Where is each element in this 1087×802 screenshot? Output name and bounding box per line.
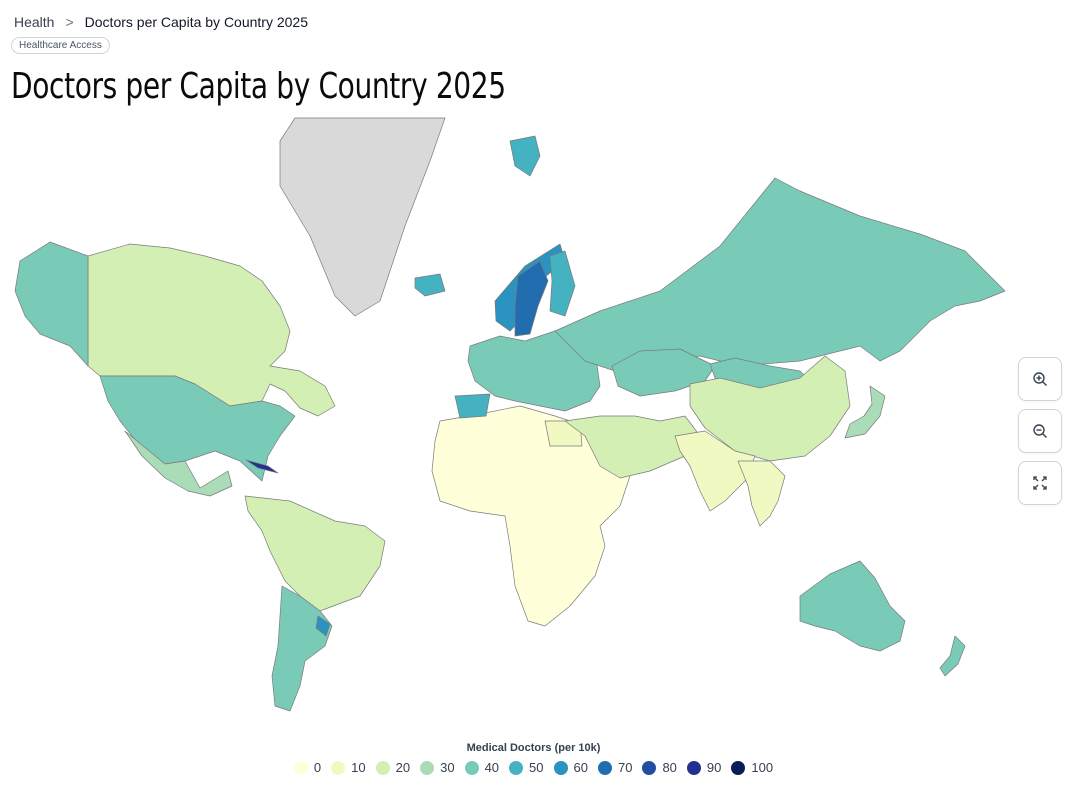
region-uruguay[interactable] [315,615,331,637]
zoom-out-icon [1033,424,1047,438]
legend-swatch [375,760,390,775]
legend-label: 20 [395,760,411,775]
region-new-zealand[interactable] [939,635,966,677]
legend-swatch [686,760,701,775]
breadcrumb-current: Doctors per Capita by Country 2025 [84,14,308,30]
map-legend: Medical Doctors (per 10k) 0 10 20 30 40 50 60 7… [0,742,1087,775]
legend-item[interactable]: 60 [553,760,588,775]
category-tag[interactable]: Healthcare Access [11,37,110,54]
legend-label: 10 [351,760,366,775]
fit-to-screen-button[interactable] [1018,461,1062,505]
map-zoom-controls [1018,357,1062,505]
legend-label: 50 [529,760,544,775]
legend-item[interactable]: 0 [293,760,322,775]
region-sweden[interactable] [514,260,549,337]
legend-item[interactable]: 20 [375,760,411,775]
legend-item[interactable]: 100 [731,760,773,775]
region-greenland[interactable] [279,117,446,317]
zoom-out-button[interactable] [1018,409,1062,453]
world-choropleth-map[interactable] [0,116,1087,736]
region-europe[interactable] [467,330,601,412]
legend-item[interactable]: 10 [331,760,366,775]
legend-swatch [331,760,346,775]
legend-item[interactable]: 90 [686,760,722,775]
legend-item[interactable]: 40 [464,760,500,775]
region-india[interactable] [674,430,756,512]
legend-swatch [464,760,479,775]
zoom-in-icon [1033,372,1047,386]
breadcrumb-root-link[interactable]: Health [14,14,55,30]
region-africa[interactable] [431,405,631,627]
legend-label: 30 [440,760,455,775]
map-regions [14,117,1006,712]
legend-item[interactable]: 70 [597,760,633,775]
legend-item[interactable]: 30 [420,760,455,775]
region-japan[interactable] [844,385,886,439]
zoom-in-button[interactable] [1018,357,1062,401]
breadcrumb-separator: > [65,14,74,30]
legend-items: 0 10 20 30 40 50 60 70 80 90 100 [0,760,1087,775]
region-svalbard[interactable] [509,135,541,177]
region-mexico[interactable] [124,430,233,497]
legend-label: 60 [573,760,588,775]
legend-swatch [642,760,657,775]
region-finland[interactable] [549,250,576,317]
legend-label: 0 [313,760,322,775]
region-iceland[interactable] [414,273,446,297]
region-southeast-asia[interactable] [737,460,786,527]
legend-label: 40 [484,760,500,775]
region-china[interactable] [689,355,851,462]
legend-label: 80 [662,760,677,775]
legend-label: 70 [617,760,633,775]
legend-swatch [420,760,435,775]
region-russia[interactable] [554,177,1006,372]
legend-item[interactable]: 80 [642,760,677,775]
legend-item[interactable]: 50 [509,760,544,775]
region-cuba[interactable] [245,459,279,474]
expand-icon [1033,476,1047,490]
legend-title: Medical Doctors (per 10k) [466,742,601,754]
legend-swatch [597,760,612,775]
legend-label: 100 [751,760,774,775]
region-south-america-north[interactable] [244,495,386,612]
legend-swatch [293,760,308,775]
region-australia[interactable] [799,560,906,652]
region-spain[interactable] [454,393,491,419]
legend-swatch [509,760,524,775]
legend-swatch [553,760,568,775]
region-argentina[interactable] [271,585,333,712]
legend-swatch [731,760,746,775]
region-alaska[interactable] [14,241,89,367]
breadcrumb: Health > Doctors per Capita by Country 2… [14,14,308,30]
legend-label: 90 [706,760,722,775]
page-title: Doctors per Capita by Country 2025 [11,66,506,107]
